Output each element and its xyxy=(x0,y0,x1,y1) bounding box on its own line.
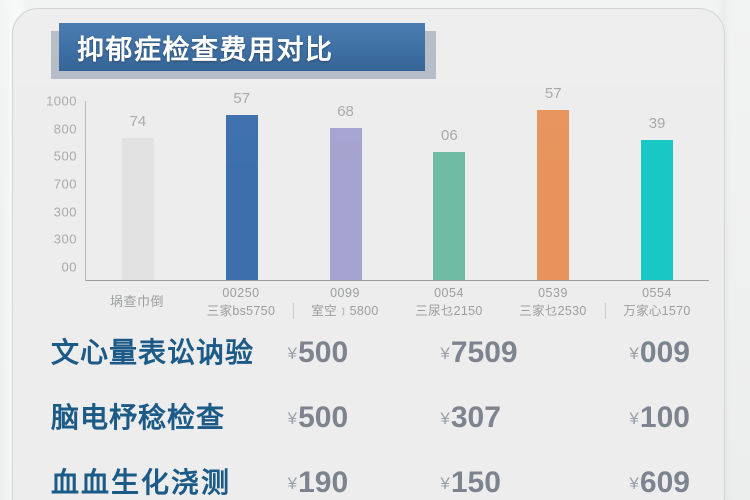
chart-plot-area: 74 57 68 06 xyxy=(85,85,709,281)
chart-bars: 74 57 68 06 xyxy=(86,85,709,280)
x-axis-label: 0099 xyxy=(330,286,360,300)
y-axis-tick: 00 xyxy=(61,259,77,275)
y-axis-tick: 300 xyxy=(53,204,77,220)
y-axis-tick: 700 xyxy=(53,176,77,192)
bar-slot: 39 xyxy=(605,101,709,280)
x-axis-divider xyxy=(293,303,294,319)
table-row: 文心量表讼讷验 ¥500 ¥7509 ¥009 xyxy=(37,331,724,396)
table-row-label: 脑电杼稔检查 xyxy=(51,402,226,433)
table-cell-value: ¥150 xyxy=(422,466,595,500)
x-axis-sublabel: 三尿乜2150 xyxy=(415,304,483,318)
x-axis-sublabel: 室空﹞5800 xyxy=(311,304,379,318)
table-cell-amount: 190 xyxy=(298,466,349,499)
table-cell-value: ¥500 xyxy=(282,336,423,370)
y-axis-tick: 800 xyxy=(53,121,77,137)
bar[interactable]: 06 xyxy=(433,127,466,280)
table-cell-value: ¥500 xyxy=(282,401,423,435)
yen-icon: ¥ xyxy=(629,474,639,493)
y-axis-tick: 300 xyxy=(53,231,77,247)
chart-y-axis: 1000 800 500 700 300 300 00 xyxy=(37,94,81,275)
table-cell-amount: 009 xyxy=(639,336,690,369)
table-cell-amount: 150 xyxy=(450,466,501,499)
bar-slot: 68 xyxy=(294,101,398,280)
yen-icon: ¥ xyxy=(440,344,450,363)
x-axis-label: 0539 xyxy=(538,286,568,300)
y-axis-tick: 500 xyxy=(53,148,77,164)
bar[interactable]: 74 xyxy=(121,113,154,280)
x-axis-category: 0554 万家心1570 xyxy=(605,285,709,321)
bar-value-label: 39 xyxy=(648,115,666,132)
bar[interactable]: 68 xyxy=(329,103,362,280)
page-title: 抑郁症检查费用对比 xyxy=(77,34,334,65)
table-cell-amount: 500 xyxy=(298,401,349,434)
title-banner-bar: 抑郁症检查费用对比 xyxy=(59,23,425,71)
table-row: 脑电杼稔检查 ¥500 ¥307 ¥100 xyxy=(37,396,724,461)
x-axis-label: 0554 xyxy=(642,286,672,300)
bar-slot: 57 xyxy=(501,85,605,280)
table-cell-amount: 609 xyxy=(639,466,690,499)
x-axis-sublabel: 万家心1570 xyxy=(623,304,691,318)
bar-value-label: 06 xyxy=(441,127,458,144)
chart-x-axis: 埚查巾倒 00250 三家bs5750 0099 室空﹞5800 0054 三尿… xyxy=(85,285,709,321)
table-cell-value: ¥190 xyxy=(282,466,423,500)
x-axis-category: 0539 三家乜2530 xyxy=(501,285,606,321)
content-card: 抑郁症检查费用对比 1000 800 500 700 300 300 00 74 xyxy=(12,8,725,500)
title-banner: 抑郁症检查费用对比 xyxy=(43,17,436,79)
bar-value-label: 68 xyxy=(337,103,354,120)
x-axis-category: 埚查巾倒 xyxy=(85,285,189,321)
table-cell-amount: 500 xyxy=(298,336,349,369)
x-axis-sublabel: 三家乜2530 xyxy=(519,304,587,318)
yen-icon: ¥ xyxy=(440,409,450,428)
table-row-label: 血血生化浇测 xyxy=(51,467,232,498)
bar[interactable]: 57 xyxy=(225,90,258,280)
x-axis-category: 0054 三尿乜2150 xyxy=(397,285,501,321)
table-cell-value: ¥7509 xyxy=(422,336,595,370)
yen-icon: ¥ xyxy=(629,344,639,363)
bar-slot: 57 xyxy=(190,90,294,280)
bar-value-label: 57 xyxy=(233,90,251,107)
x-axis-divider xyxy=(605,303,606,319)
x-axis-category: 00250 三家bs5750 xyxy=(189,285,294,321)
bar-chart: 1000 800 500 700 300 300 00 74 57 xyxy=(37,85,709,325)
yen-icon: ¥ xyxy=(287,344,298,363)
x-axis-label: 埚查巾倒 xyxy=(109,294,164,309)
table-cell-amount: 7509 xyxy=(450,336,518,369)
price-table: 文心量表讼讷验 ¥500 ¥7509 ¥009 脑电杼稔检查 ¥500 ¥307… xyxy=(37,331,724,500)
x-axis-label: 0054 xyxy=(434,286,464,300)
x-axis-category: 0099 室空﹞5800 xyxy=(293,285,397,321)
yen-icon: ¥ xyxy=(629,409,639,428)
bar[interactable]: 39 xyxy=(641,115,674,280)
table-cell-value: ¥609 xyxy=(595,466,724,500)
table-cell-value: ¥307 xyxy=(422,401,595,435)
table-cell-amount: 307 xyxy=(450,401,501,434)
table-cell-value: ¥009 xyxy=(595,336,724,370)
table-cell-value: ¥100 xyxy=(595,401,724,435)
bar-value-label: 74 xyxy=(129,113,147,130)
yen-icon: ¥ xyxy=(287,474,298,493)
yen-icon: ¥ xyxy=(287,409,298,428)
bar-slot: 06 xyxy=(397,101,501,280)
bar-slot: 74 xyxy=(86,101,190,280)
table-cell-amount: 100 xyxy=(639,401,690,434)
bar[interactable]: 57 xyxy=(537,85,570,280)
table-row-label: 文心量表讼讷验 xyxy=(51,337,255,368)
table-row: 血血生化浇测 ¥190 ¥150 ¥609 xyxy=(37,461,724,500)
yen-icon: ¥ xyxy=(440,474,450,493)
x-axis-sublabel: 三家bs5750 xyxy=(206,304,276,318)
y-axis-tick: 1000 xyxy=(46,93,77,109)
x-axis-label: 00250 xyxy=(222,286,260,300)
bar-value-label: 57 xyxy=(544,85,562,102)
